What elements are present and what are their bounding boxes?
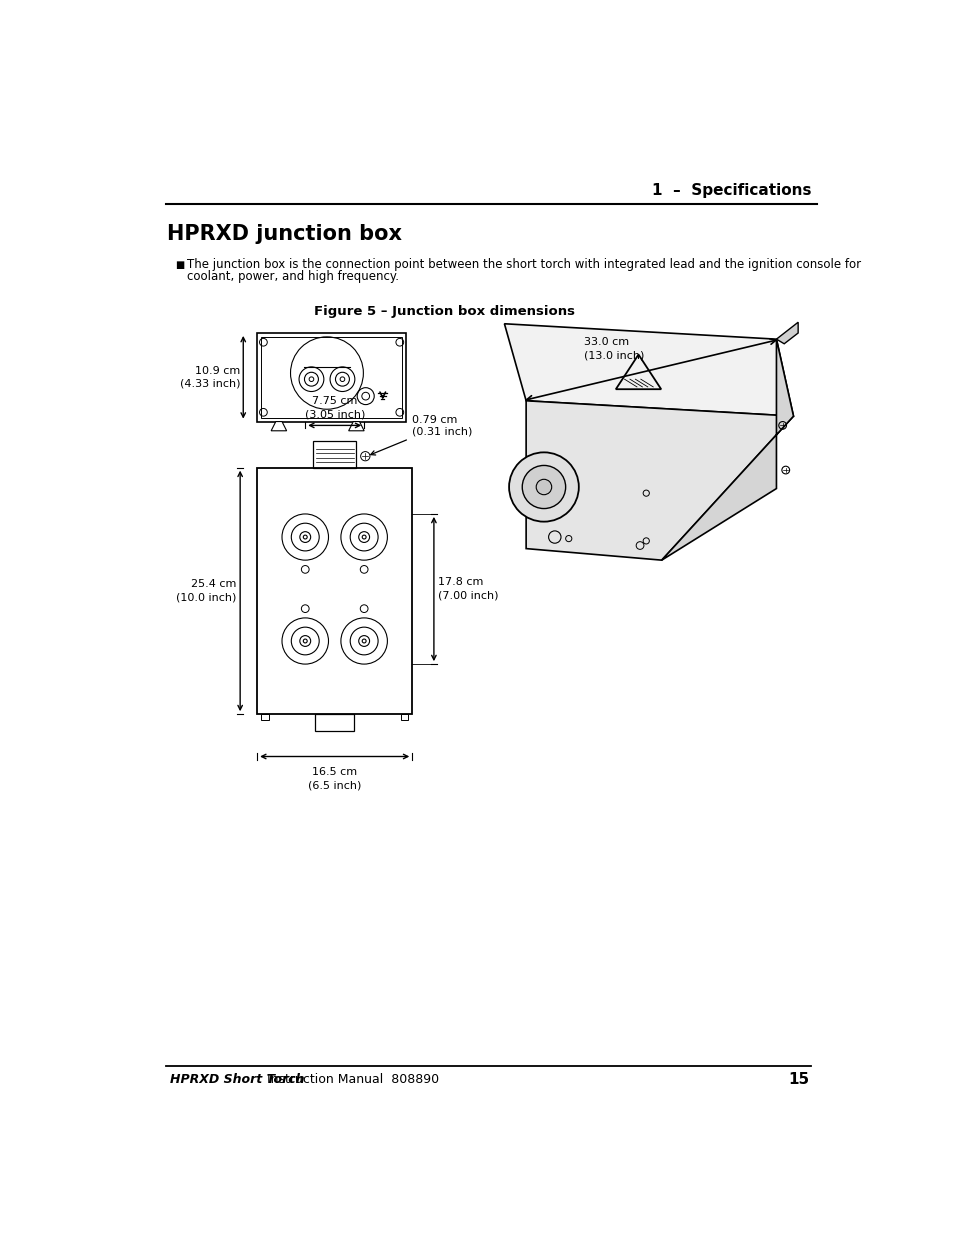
Polygon shape [348,421,364,431]
Circle shape [521,466,565,509]
Text: 17.8 cm
(7.00 inch): 17.8 cm (7.00 inch) [437,578,497,600]
Text: 1  –  Specifications: 1 – Specifications [651,183,810,198]
Text: Instruction Manual  808890: Instruction Manual 808890 [262,1073,438,1087]
Polygon shape [504,324,793,416]
Text: 0.79 cm
(0.31 inch): 0.79 cm (0.31 inch) [371,415,472,454]
Text: ■: ■ [174,261,184,270]
Bar [257,468,412,714]
Bar [257,333,406,421]
Polygon shape [661,340,793,561]
Text: The junction box is the connection point between the short torch with integrated: The junction box is the connection point… [187,258,861,270]
Polygon shape [271,421,286,431]
Polygon shape [776,322,798,343]
Text: HPRXD Short Torch: HPRXD Short Torch [170,1073,304,1087]
Text: 10.9 cm
(4.33 inch): 10.9 cm (4.33 inch) [179,366,240,389]
Text: 15: 15 [788,1072,809,1087]
Text: 16.5 cm
(6.5 inch): 16.5 cm (6.5 inch) [308,767,361,790]
Text: HPRXD junction box: HPRXD junction box [167,225,402,245]
Text: Figure 5 – Junction box dimensions: Figure 5 – Junction box dimensions [314,305,575,317]
Text: 25.4 cm
(10.0 inch): 25.4 cm (10.0 inch) [175,579,236,603]
Polygon shape [525,401,793,561]
Circle shape [536,479,551,495]
Text: coolant, power, and high frequency.: coolant, power, and high frequency. [187,270,399,283]
Text: 33.0 cm
(13.0 inch): 33.0 cm (13.0 inch) [583,337,644,359]
Bar [315,714,354,731]
Text: 7.75 cm
(3.05 inch): 7.75 cm (3.05 inch) [304,396,364,419]
Bar [313,441,355,468]
Circle shape [509,452,578,521]
Bar [261,337,402,417]
